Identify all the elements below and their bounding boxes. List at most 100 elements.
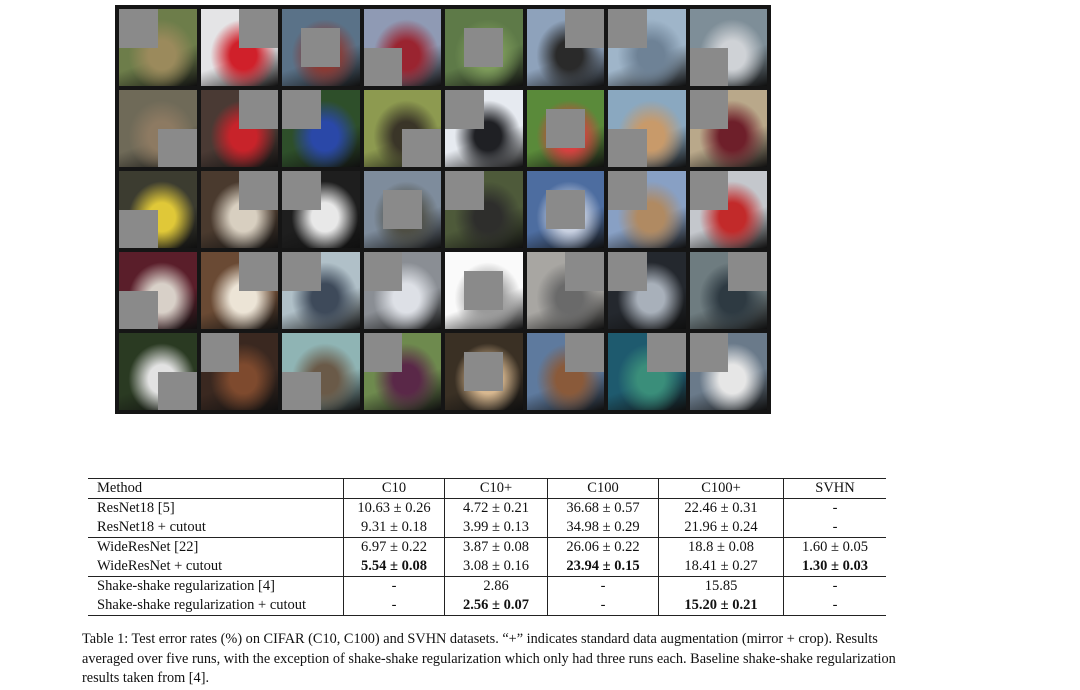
cutout-mask-patch <box>282 252 321 291</box>
cutout-sample-image <box>200 171 278 248</box>
cutout-sample-image <box>119 252 197 329</box>
cell-c10: 10.63 ± 0.26 <box>343 498 445 518</box>
cell-c100: 23.94 ± 0.15 <box>547 557 659 577</box>
cell-c10: 6.97 ± 0.22 <box>343 537 445 557</box>
row-method: WideResNet + cutout <box>88 557 344 577</box>
cell-c10: - <box>343 596 445 616</box>
table-row: WideResNet + cutout 5.54 ± 0.08 3.08 ± 0… <box>88 557 886 577</box>
cell-c100-plus: 15.85 <box>658 576 784 596</box>
table-row: ResNet18 + cutout 9.31 ± 0.18 3.99 ± 0.1… <box>88 518 886 538</box>
cutout-mask-patch <box>282 90 321 129</box>
header-svhn: SVHN <box>783 478 886 499</box>
cutout-mask-patch <box>608 171 647 210</box>
cell-value-bold: 5.54 ± 0.08 <box>361 558 427 574</box>
cutout-sample-image <box>526 333 604 410</box>
cutout-sample-image <box>200 252 278 329</box>
cutout-sample-image <box>608 333 686 410</box>
cutout-mask-patch <box>363 47 403 86</box>
cell-c100: - <box>547 576 659 596</box>
cutout-mask-patch <box>157 128 197 167</box>
cutout-sample-image <box>119 333 197 410</box>
header-c10: C10 <box>343 478 445 499</box>
row-method: ResNet18 + cutout <box>88 518 344 538</box>
cutout-mask-patch <box>689 90 729 129</box>
cutout-mask-patch <box>282 171 321 210</box>
cutout-mask-patch <box>239 9 278 48</box>
cutout-mask-patch <box>689 47 729 86</box>
table-row: ResNet18 [5] 10.63 ± 0.26 4.72 ± 0.21 36… <box>88 498 886 518</box>
cutout-sample-image <box>445 333 523 410</box>
cutout-mask-patch <box>464 271 504 310</box>
cell-c10: 5.54 ± 0.08 <box>343 557 445 577</box>
cutout-mask-patch <box>464 28 504 67</box>
cutout-sample-image <box>689 9 767 86</box>
cell-c10-plus: 4.72 ± 0.21 <box>444 498 548 518</box>
cutout-mask-patch <box>565 252 604 291</box>
cutout-sample-image <box>608 171 686 248</box>
cutout-sample-image <box>526 252 604 329</box>
cell-svhn: 1.30 ± 0.03 <box>783 557 886 577</box>
cutout-sample-image <box>200 90 278 167</box>
cutout-mask-patch <box>545 109 585 148</box>
cell-svhn: 1.60 ± 0.05 <box>783 537 886 557</box>
cutout-mask-patch <box>728 252 767 291</box>
cutout-sample-image <box>608 9 686 86</box>
cutout-sample-image <box>282 252 360 329</box>
cell-value-bold: 1.30 ± 0.03 <box>802 558 868 574</box>
cutout-sample-image <box>200 333 278 410</box>
cutout-sample-image <box>363 252 441 329</box>
cell-svhn: - <box>783 576 886 596</box>
cell-svhn: - <box>783 518 886 538</box>
cutout-sample-image <box>689 171 767 248</box>
cell-c10-plus: 2.86 <box>444 576 548 596</box>
header-c10-plus: C10+ <box>444 478 548 499</box>
cutout-mask-patch <box>565 333 604 372</box>
cutout-mask-patch <box>646 333 686 372</box>
cutout-sample-image <box>445 252 523 329</box>
cutout-mask-patch <box>382 190 422 229</box>
cutout-mask-patch <box>402 128 441 167</box>
cutout-sample-image <box>282 171 360 248</box>
cutout-sample-image <box>445 9 523 86</box>
cell-c10-plus: 2.56 ± 0.07 <box>444 596 548 616</box>
cutout-mask-patch <box>301 28 341 67</box>
table-row: Shake-shake regularization + cutout - 2.… <box>88 596 886 616</box>
results-table: Method C10 C10+ C100 C100+ SVHN ResNet18… <box>88 478 886 616</box>
cutout-mask-patch <box>200 333 240 372</box>
cutout-sample-image <box>689 252 767 329</box>
cutout-sample-image <box>119 171 197 248</box>
cutout-sample-image <box>445 171 523 248</box>
cutout-sample-image <box>282 9 360 86</box>
table-caption: Table 1: Test error rates (%) on CIFAR (… <box>82 631 896 686</box>
cutout-mask-patch <box>363 252 403 291</box>
cutout-mask-patch <box>608 252 647 291</box>
cutout-mask-patch <box>239 90 278 129</box>
table-row: Shake-shake regularization [4] - 2.86 - … <box>88 576 886 596</box>
cell-c100: 36.68 ± 0.57 <box>547 498 659 518</box>
cutout-mask-patch <box>608 9 647 48</box>
cutout-sample-image <box>526 171 604 248</box>
cutout-sample-image <box>363 9 441 86</box>
cutout-sample-image <box>363 90 441 167</box>
cell-c10-plus: 3.08 ± 0.16 <box>444 557 548 577</box>
cutout-sample-image <box>363 171 441 248</box>
cell-svhn: - <box>783 498 886 518</box>
cell-svhn: - <box>783 596 886 616</box>
table-header-row: Method C10 C10+ C100 C100+ SVHN <box>88 478 886 499</box>
header-method: Method <box>88 478 344 499</box>
cutout-sample-image <box>282 90 360 167</box>
cutout-mask-patch <box>689 171 729 210</box>
row-method: Shake-shake regularization [4] <box>97 578 275 594</box>
table-row: WideResNet [22] 6.97 ± 0.22 3.87 ± 0.08 … <box>88 537 886 557</box>
cutout-sample-image-grid <box>115 5 771 414</box>
cell-c100-plus: 18.41 ± 0.27 <box>658 557 784 577</box>
cutout-mask-patch <box>119 290 158 329</box>
cutout-sample-image <box>608 90 686 167</box>
cell-c10: - <box>343 576 445 596</box>
cell-c10: 9.31 ± 0.18 <box>343 518 445 538</box>
row-method: ResNet18 [5] <box>97 500 175 516</box>
cell-c100-plus: 18.8 ± 0.08 <box>658 537 784 557</box>
cell-c100-plus: 15.20 ± 0.21 <box>658 596 784 616</box>
cutout-sample-image <box>200 9 278 86</box>
cell-c10-plus: 3.87 ± 0.08 <box>444 537 548 557</box>
